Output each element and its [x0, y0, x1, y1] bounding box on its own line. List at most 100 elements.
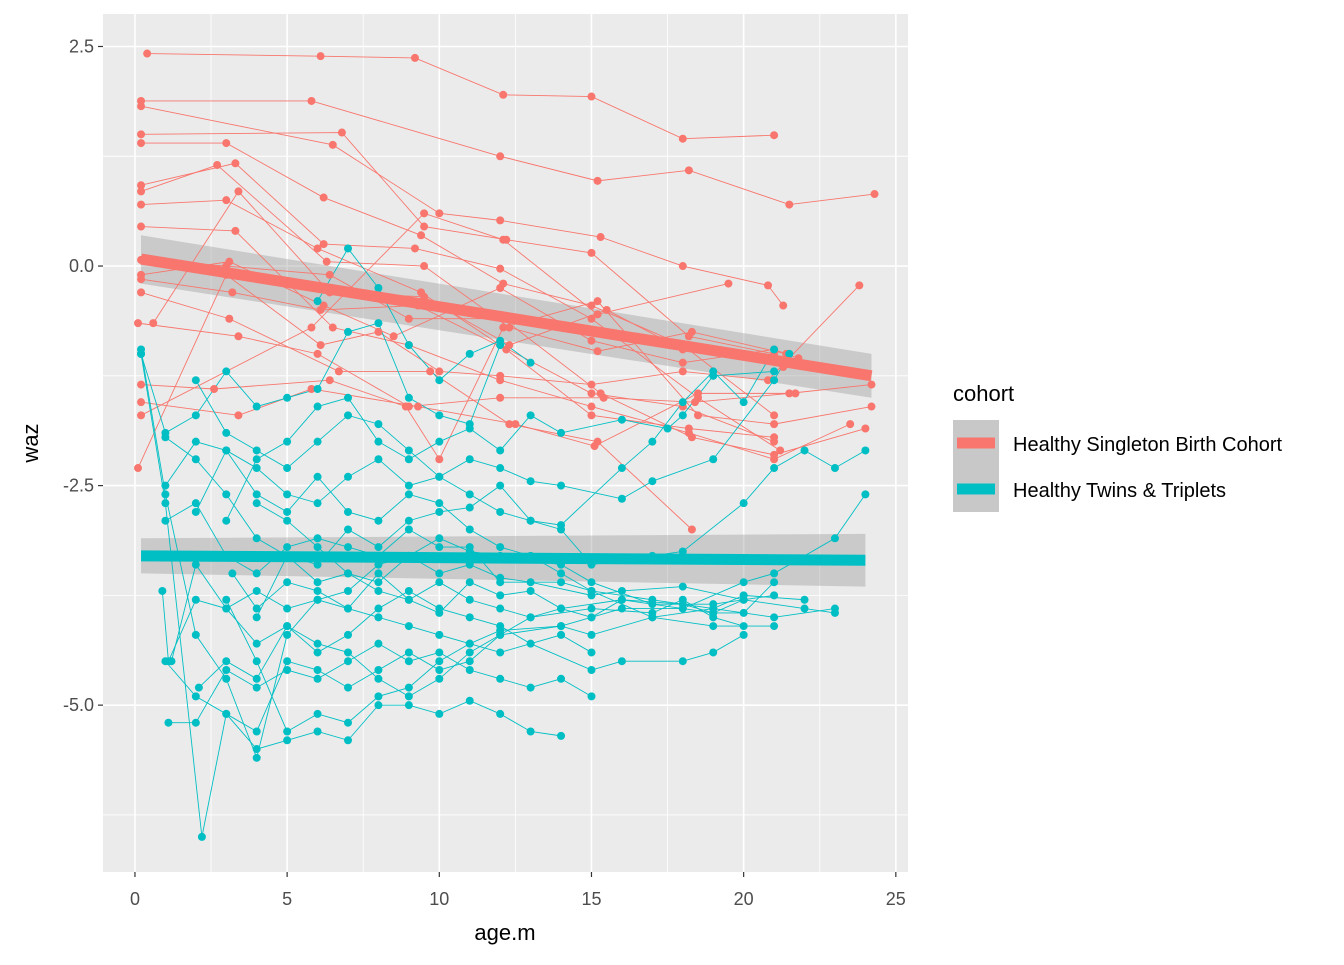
data-point: [499, 323, 508, 332]
data-point: [137, 200, 146, 209]
data-point: [404, 648, 413, 657]
data-point: [785, 389, 794, 398]
data-point: [496, 464, 505, 473]
data-point: [596, 233, 605, 242]
data-point: [222, 516, 231, 525]
legend-label: Healthy Singleton Birth Cohort: [1013, 434, 1282, 456]
data-point: [435, 578, 444, 587]
data-point: [770, 420, 779, 429]
data-point: [684, 424, 693, 433]
y-tick-label: -2.5: [63, 476, 94, 496]
data-point: [404, 701, 413, 710]
data-point: [252, 586, 261, 595]
data-point: [587, 613, 596, 622]
data-point: [505, 420, 514, 429]
data-point: [678, 358, 687, 367]
data-point: [687, 525, 696, 534]
data-point: [374, 666, 383, 675]
data-point: [313, 384, 322, 393]
data-point: [313, 560, 322, 569]
data-point: [404, 393, 413, 402]
subject-line: [317, 247, 531, 381]
data-point: [435, 507, 444, 516]
data-point: [435, 472, 444, 481]
data-point: [496, 648, 505, 657]
data-point: [465, 657, 474, 666]
data-point: [465, 648, 474, 657]
data-point: [137, 270, 146, 279]
data-point: [435, 569, 444, 578]
data-point: [313, 639, 322, 648]
data-point: [344, 630, 352, 639]
data-point: [593, 310, 602, 319]
data-point: [496, 573, 505, 582]
data-point: [149, 319, 158, 328]
data-point: [252, 727, 261, 736]
data-point: [313, 666, 322, 675]
data-point: [709, 622, 718, 631]
data-point: [404, 683, 413, 692]
y-tick-label: -5.0: [63, 695, 94, 715]
data-point: [344, 736, 352, 745]
data-point: [617, 657, 626, 666]
data-point: [234, 411, 243, 420]
data-point: [648, 600, 657, 609]
data-point: [770, 613, 779, 622]
data-point: [344, 586, 352, 595]
data-point: [225, 257, 234, 266]
data-point: [283, 666, 292, 675]
data-point: [593, 176, 602, 185]
data-point: [283, 657, 292, 666]
data-point: [137, 102, 146, 111]
data-point: [344, 411, 352, 420]
data-point: [222, 139, 231, 148]
data-point: [435, 648, 444, 657]
data-point: [313, 297, 322, 306]
data-point: [435, 209, 444, 218]
data-point: [307, 323, 316, 332]
data-point: [465, 424, 474, 433]
data-point: [496, 336, 505, 345]
data-point: [739, 630, 748, 639]
data-point: [191, 630, 200, 639]
data-point: [496, 674, 505, 683]
x-tick-label: 5: [282, 889, 292, 909]
data-point: [134, 464, 142, 473]
trend-line-0: [140, 253, 873, 382]
data-point: [694, 389, 702, 398]
data-point: [870, 190, 879, 199]
data-point: [389, 332, 398, 341]
data-point: [344, 718, 352, 727]
data-point: [435, 657, 444, 666]
data-point: [313, 402, 322, 411]
data-point: [465, 525, 474, 534]
data-point: [252, 745, 261, 754]
data-point: [420, 222, 429, 231]
data-point: [496, 264, 505, 273]
data-point: [404, 516, 413, 525]
data-point: [776, 446, 785, 455]
data-point: [137, 187, 146, 196]
data-point: [800, 595, 809, 604]
data-point: [770, 591, 779, 600]
data-point: [599, 393, 608, 402]
data-point: [602, 305, 611, 314]
data-point: [617, 464, 626, 473]
data-point: [231, 226, 240, 235]
data-point: [465, 613, 474, 622]
data-point: [374, 543, 383, 552]
data-point: [496, 543, 505, 552]
data-point: [344, 604, 352, 613]
data-point: [526, 477, 535, 486]
data-point: [404, 692, 413, 701]
data-point: [587, 402, 596, 411]
data-point: [374, 674, 383, 683]
data-point: [496, 371, 505, 380]
data-point: [283, 437, 292, 446]
data-point: [252, 455, 261, 464]
data-point: [648, 437, 657, 446]
data-point: [791, 389, 800, 398]
data-point: [283, 490, 292, 499]
data-point: [404, 622, 413, 631]
